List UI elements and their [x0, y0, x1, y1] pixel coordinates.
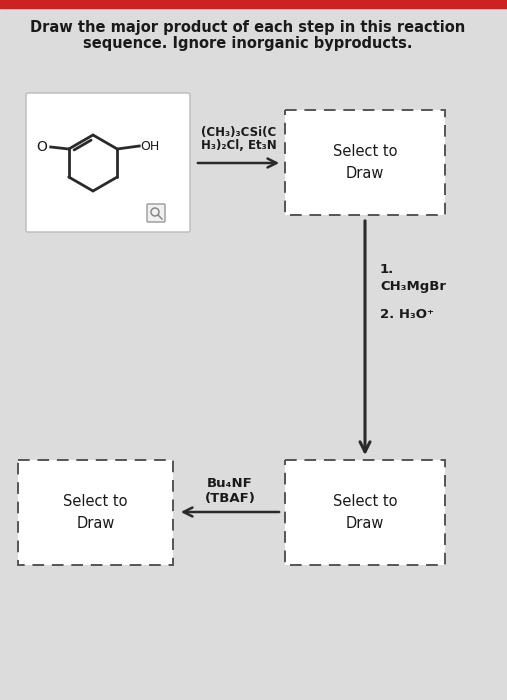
- FancyBboxPatch shape: [18, 460, 173, 565]
- FancyBboxPatch shape: [285, 460, 445, 565]
- Text: OH: OH: [140, 139, 160, 153]
- FancyBboxPatch shape: [26, 93, 190, 232]
- Text: Bu₄NF: Bu₄NF: [207, 477, 253, 490]
- Bar: [0, 0, 507, 8]
- Text: CH₃MgBr: CH₃MgBr: [380, 280, 446, 293]
- Text: (TBAF): (TBAF): [204, 492, 256, 505]
- Text: O: O: [36, 140, 47, 154]
- FancyBboxPatch shape: [147, 204, 165, 222]
- Text: Select to
Draw: Select to Draw: [333, 144, 397, 181]
- Text: Select to
Draw: Select to Draw: [63, 494, 128, 531]
- Text: 2. H₃O⁺: 2. H₃O⁺: [380, 308, 434, 321]
- Text: (CH₃)₃CSi(C: (CH₃)₃CSi(C: [201, 126, 276, 139]
- Text: Draw the major product of each step in this reaction: Draw the major product of each step in t…: [30, 20, 465, 35]
- Text: 1.: 1.: [380, 263, 394, 276]
- Text: H₃)₂Cl, Et₃N: H₃)₂Cl, Et₃N: [201, 139, 276, 152]
- Text: sequence. Ignore inorganic byproducts.: sequence. Ignore inorganic byproducts.: [83, 36, 413, 51]
- Text: Select to
Draw: Select to Draw: [333, 494, 397, 531]
- FancyBboxPatch shape: [285, 110, 445, 215]
